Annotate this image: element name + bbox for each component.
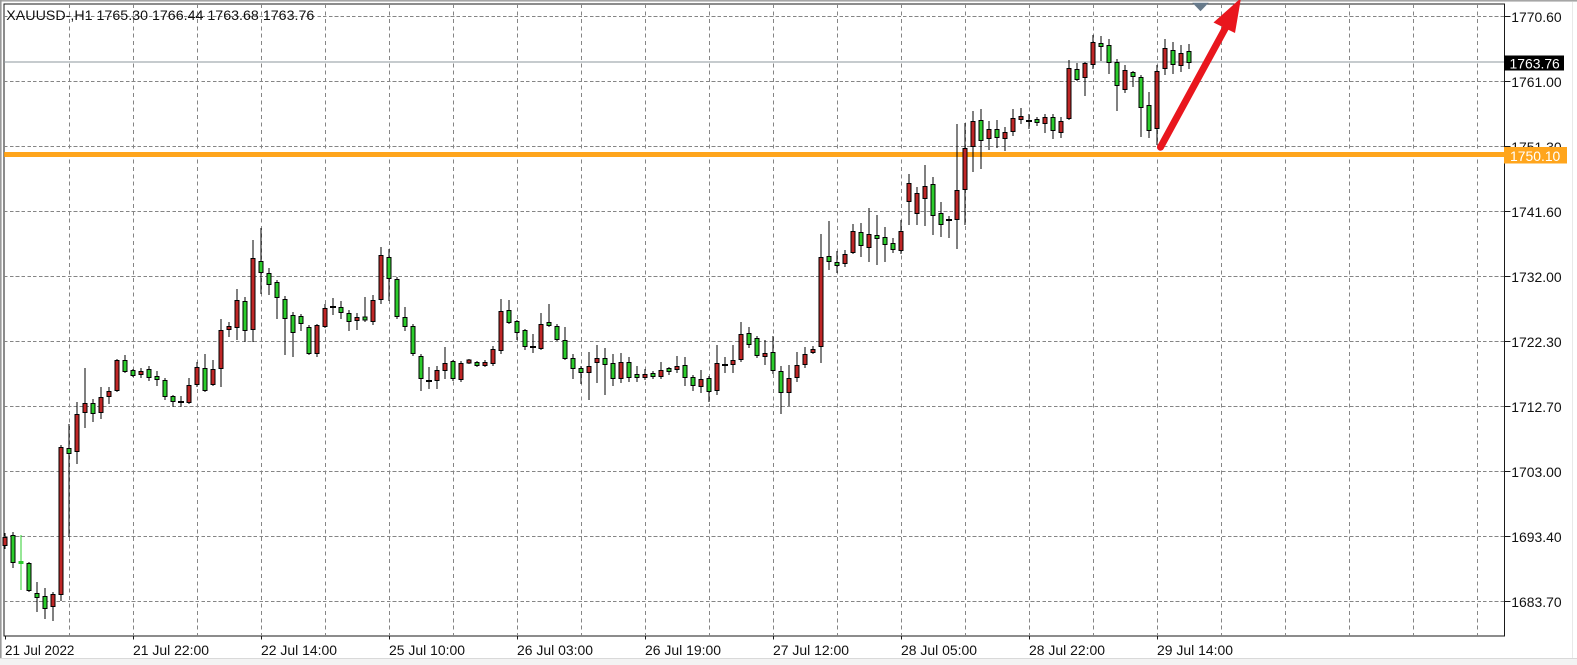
svg-text:22 Jul 14:00: 22 Jul 14:00 (261, 642, 337, 658)
svg-text:26 Jul 03:00: 26 Jul 03:00 (517, 642, 593, 658)
svg-text:29 Jul 14:00: 29 Jul 14:00 (1157, 642, 1233, 658)
svg-text:1693.40: 1693.40 (1511, 529, 1562, 545)
svg-text:1741.60: 1741.60 (1511, 204, 1562, 220)
svg-text:21 Jul 22:00: 21 Jul 22:00 (133, 642, 209, 658)
svg-text:1763.76: 1763.76 (1510, 55, 1561, 71)
svg-text:28 Jul 05:00: 28 Jul 05:00 (901, 642, 977, 658)
svg-text:1750.10: 1750.10 (1510, 148, 1561, 164)
svg-text:25 Jul 10:00: 25 Jul 10:00 (389, 642, 465, 658)
svg-text:1770.60: 1770.60 (1511, 9, 1562, 25)
svg-text:1683.70: 1683.70 (1511, 594, 1562, 610)
svg-text:1712.70: 1712.70 (1511, 399, 1562, 415)
svg-text:XAUUSD-,H1 1765.30 1766.44 176: XAUUSD-,H1 1765.30 1766.44 1763.68 1763.… (6, 7, 314, 23)
svg-text:1761.00: 1761.00 (1511, 74, 1562, 90)
svg-text:26 Jul 19:00: 26 Jul 19:00 (645, 642, 721, 658)
svg-text:1703.00: 1703.00 (1511, 464, 1562, 480)
svg-text:1722.30: 1722.30 (1511, 334, 1562, 350)
svg-text:21 Jul 2022: 21 Jul 2022 (5, 642, 75, 658)
svg-text:28 Jul 22:00: 28 Jul 22:00 (1029, 642, 1105, 658)
svg-text:27 Jul 12:00: 27 Jul 12:00 (773, 642, 849, 658)
svg-text:1732.00: 1732.00 (1511, 269, 1562, 285)
